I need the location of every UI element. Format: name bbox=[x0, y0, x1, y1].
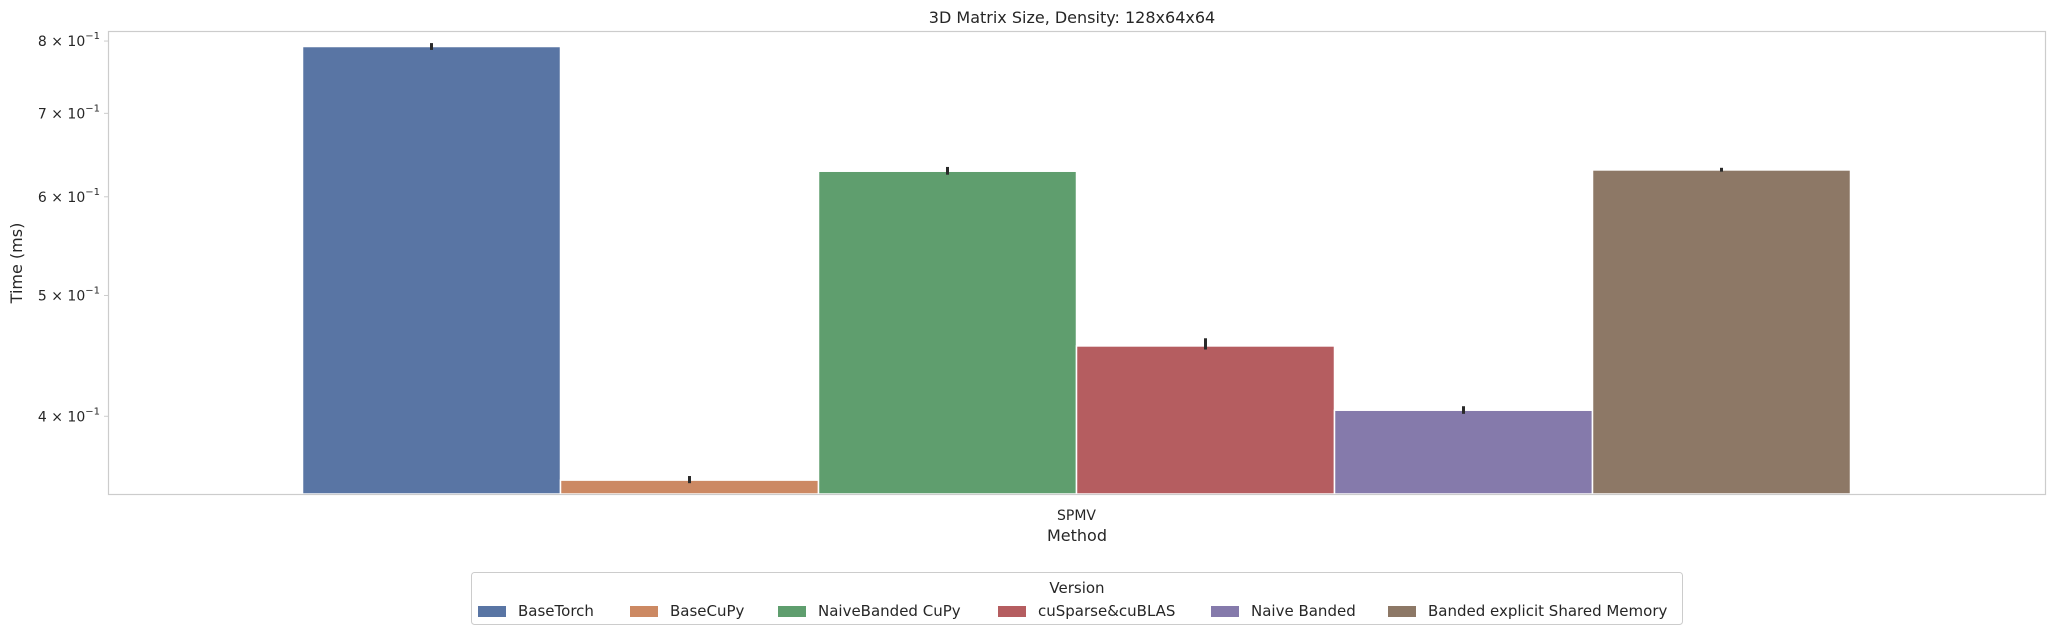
chart-title: 3D Matrix Size, Density: 128x64x64 bbox=[929, 8, 1215, 27]
legend-swatch bbox=[630, 606, 658, 617]
y-tick-label: 7 × 10−1 bbox=[38, 103, 100, 122]
legend-swatch bbox=[1211, 606, 1239, 617]
bar-cusparse-cublas bbox=[1075, 345, 1336, 495]
legend-box bbox=[471, 572, 1683, 625]
legend: Version BaseTorch BaseCuPy NaiveBanded CuP… bbox=[471, 572, 1683, 625]
x-axis-ticks: SPMV bbox=[1057, 508, 1096, 524]
legend-label: Banded explicit Shared Memory bbox=[1428, 602, 1667, 620]
plot-frame bbox=[107, 30, 2047, 496]
y-tick-label: 5 × 10−1 bbox=[38, 285, 100, 304]
legend-swatch bbox=[478, 606, 506, 617]
legend-label: NaiveBanded CuPy bbox=[818, 602, 961, 620]
legend-label: BaseTorch bbox=[518, 602, 594, 620]
legend-swatch bbox=[778, 606, 806, 617]
legend-label: BaseCuPy bbox=[670, 602, 745, 620]
x-tick-label: SPMV bbox=[1057, 508, 1096, 524]
plot-area bbox=[301, 43, 1852, 495]
y-axis-ticks: 8 × 10−1 7 × 10−1 6 × 10−1 5 × 10−1 4 × 10−1 bbox=[38, 31, 108, 425]
y-tick-label: 8 × 10−1 bbox=[38, 31, 100, 50]
y-tick-label: 4 × 10−1 bbox=[38, 406, 100, 425]
bar-naivebanded-cupy bbox=[817, 170, 1078, 495]
bar-naive-banded bbox=[1333, 409, 1594, 495]
legend-label: Naive Banded bbox=[1251, 602, 1356, 620]
bar-basetorch bbox=[301, 45, 562, 495]
legend-swatch bbox=[998, 606, 1026, 617]
legend-title: Version bbox=[1049, 579, 1104, 597]
y-axis-label: Time (ms) bbox=[7, 223, 26, 305]
legend-label: cuSparse&cuBLAS bbox=[1038, 602, 1175, 620]
x-axis-label: Method bbox=[1047, 526, 1107, 545]
y-tick-label: 6 × 10−1 bbox=[38, 187, 100, 206]
bar-banded-explicit-shared-memory bbox=[1591, 169, 1852, 495]
legend-swatch bbox=[1388, 606, 1416, 617]
